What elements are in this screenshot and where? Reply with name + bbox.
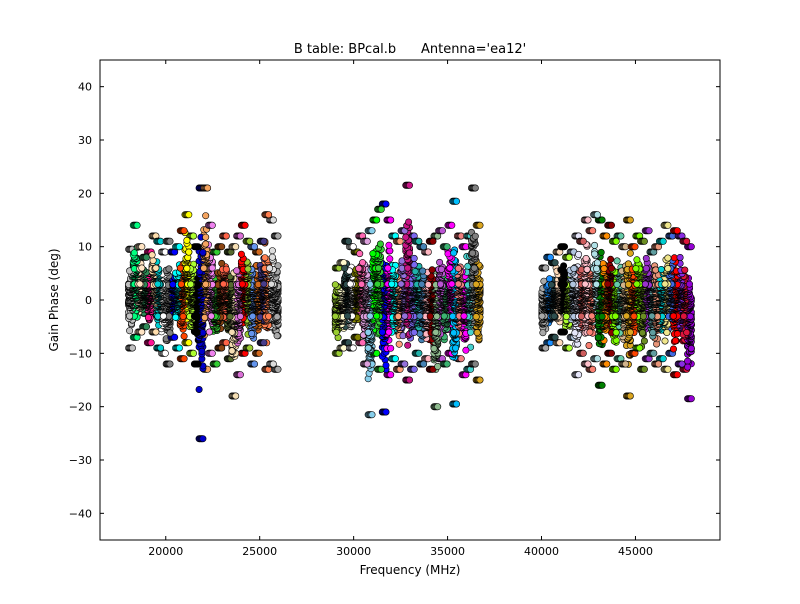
data-point [236, 371, 244, 379]
data-point [556, 339, 564, 347]
data-point [273, 332, 281, 340]
data-point [222, 339, 230, 347]
data-point [598, 381, 606, 389]
data-point [650, 349, 658, 357]
data-point [594, 333, 602, 341]
data-point [416, 330, 424, 338]
data-point [673, 330, 681, 338]
data-point [575, 371, 583, 379]
data-point [260, 339, 268, 347]
data-point [185, 339, 193, 347]
data-point [368, 411, 376, 419]
data-point [687, 395, 695, 403]
data-point [274, 365, 282, 373]
data-point [190, 349, 198, 357]
data-point [612, 365, 620, 373]
data-point [126, 327, 134, 335]
plot-area [99, 59, 721, 541]
data-point [255, 349, 263, 357]
data-point [452, 400, 460, 408]
data-point [395, 340, 403, 348]
data-point [607, 349, 615, 357]
data-point [180, 332, 188, 340]
data-point [659, 355, 667, 363]
data-point [457, 355, 465, 363]
data-point [579, 349, 587, 357]
data-point [551, 333, 559, 341]
scatter-points [125, 181, 695, 443]
data-point [199, 435, 207, 443]
data-point [664, 365, 672, 373]
data-point [434, 403, 442, 411]
data-point [640, 337, 648, 345]
data-point [640, 365, 648, 373]
data-point [180, 355, 188, 363]
data-point [585, 341, 593, 349]
data-point [404, 341, 412, 349]
data-point [589, 365, 597, 373]
data-point [661, 337, 669, 345]
data-point [198, 347, 206, 355]
data-point [228, 347, 236, 355]
data-point [147, 339, 155, 347]
data-point [143, 323, 151, 331]
data-point [593, 355, 601, 363]
data-point [208, 349, 216, 357]
data-point [391, 355, 399, 363]
data-point [387, 371, 395, 379]
data-point [195, 385, 203, 393]
data-point [161, 349, 169, 357]
data-point [410, 365, 418, 373]
data-point [671, 337, 679, 345]
data-point [415, 349, 423, 357]
data-point [462, 346, 470, 354]
data-point [673, 371, 681, 379]
